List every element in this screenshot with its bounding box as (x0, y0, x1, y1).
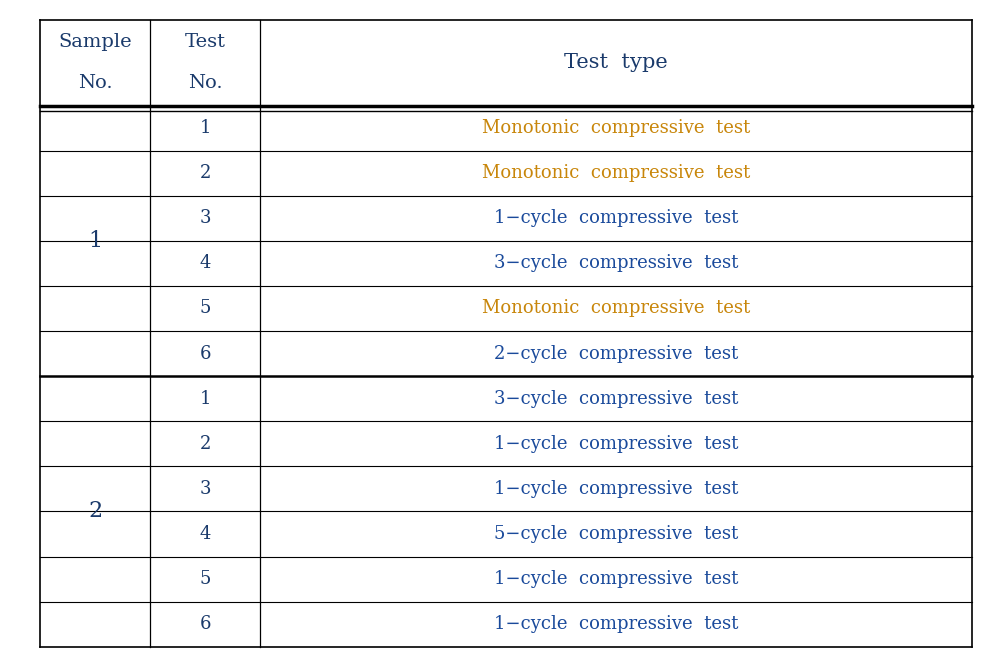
Text: 1−cycle  compressive  test: 1−cycle compressive test (494, 615, 738, 633)
Text: 4: 4 (199, 525, 210, 543)
Text: 5−cycle  compressive  test: 5−cycle compressive test (494, 525, 738, 543)
Text: 2−cycle  compressive  test: 2−cycle compressive test (494, 345, 738, 362)
Text: Monotonic  compressive  test: Monotonic compressive test (482, 164, 750, 182)
Text: 4: 4 (199, 254, 210, 273)
Text: 1: 1 (199, 389, 210, 408)
Text: 1−cycle  compressive  test: 1−cycle compressive test (494, 435, 738, 453)
Text: 3: 3 (199, 209, 210, 227)
Text: 2: 2 (88, 500, 102, 523)
Text: 2: 2 (199, 435, 210, 453)
Text: 6: 6 (199, 615, 210, 633)
Text: 1: 1 (88, 230, 102, 252)
Text: 3: 3 (199, 480, 210, 498)
Text: 3−cycle  compressive  test: 3−cycle compressive test (494, 389, 738, 408)
Text: 3−cycle  compressive  test: 3−cycle compressive test (494, 254, 738, 273)
Text: 5: 5 (199, 570, 210, 588)
Text: 1−cycle  compressive  test: 1−cycle compressive test (494, 570, 738, 588)
Text: Sample

No.: Sample No. (58, 33, 132, 92)
Text: 1−cycle  compressive  test: 1−cycle compressive test (494, 209, 738, 227)
Text: Test

No.: Test No. (184, 33, 225, 92)
Text: 6: 6 (199, 345, 210, 362)
Text: 5: 5 (199, 300, 210, 317)
Text: 1−cycle  compressive  test: 1−cycle compressive test (494, 480, 738, 498)
Text: 2: 2 (199, 164, 210, 182)
Text: Monotonic  compressive  test: Monotonic compressive test (482, 119, 750, 137)
Text: Test  type: Test type (564, 53, 668, 72)
Text: 1: 1 (199, 119, 210, 137)
Text: Monotonic  compressive  test: Monotonic compressive test (482, 300, 750, 317)
